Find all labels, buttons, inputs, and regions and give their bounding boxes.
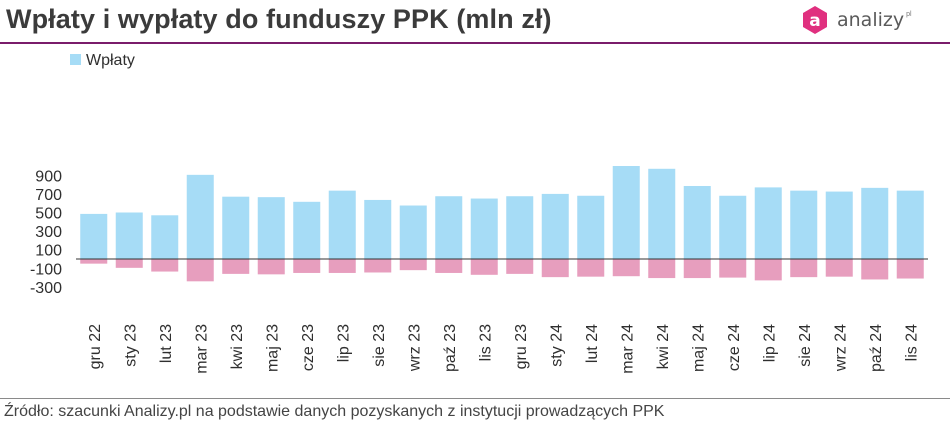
logo-text: analizy	[837, 9, 905, 31]
inflow-bar	[541, 193, 569, 259]
outflow-bar	[435, 259, 463, 273]
inflow-bar	[861, 187, 889, 259]
source-note: Źródło: szacunki Analizy.pl na podstawie…	[4, 403, 665, 420]
inflow-bar	[399, 205, 427, 259]
y-tick-label: -100	[30, 261, 62, 278]
x-tick-label: lip 23	[335, 324, 352, 362]
outflow-bar	[115, 259, 143, 268]
inflow-bar	[719, 195, 747, 259]
outflow-bar	[683, 259, 711, 279]
inflow-bar	[257, 197, 285, 259]
inflow-bar	[115, 212, 143, 259]
legend-swatch	[70, 54, 81, 65]
outflow-bar	[861, 259, 889, 280]
outflow-bar	[80, 259, 108, 264]
inflow-bar	[506, 196, 534, 259]
x-tick-label: sie 24	[797, 324, 814, 367]
x-tick-label: kwi 23	[229, 324, 246, 369]
x-tick-label: sty 23	[122, 324, 139, 367]
inflow-bar	[151, 215, 179, 259]
x-tick-label: cze 24	[726, 324, 743, 371]
inflow-bar	[754, 187, 782, 259]
legend-label: Wpłaty	[86, 52, 135, 69]
outflow-bar	[293, 259, 321, 273]
analizy-logo-icon: a	[803, 6, 827, 34]
x-tick-label: paź 24	[868, 324, 885, 372]
outflow-bar	[612, 259, 640, 277]
y-tick-label: -300	[30, 280, 62, 297]
x-tick-label: mar 24	[619, 324, 636, 374]
x-tick-label: mar 23	[193, 324, 210, 374]
y-tick-label: 100	[35, 243, 62, 260]
x-tick-label: lis 24	[903, 324, 920, 361]
inflow-bar	[222, 196, 250, 259]
title-divider	[0, 42, 950, 44]
chart-title: Wpłaty i wypłaty do funduszy PPK (mln zł…	[6, 4, 552, 34]
logo-sup: pl	[906, 10, 912, 18]
outflow-bar	[648, 259, 676, 279]
y-tick-label: 900	[35, 168, 62, 185]
source-divider	[0, 398, 950, 399]
inflow-bar	[293, 201, 321, 259]
inflow-bar	[435, 196, 463, 259]
y-tick-label: 500	[35, 206, 62, 223]
outflow-bar	[719, 259, 747, 278]
x-tick-label: maj 23	[264, 324, 281, 372]
x-tick-label: gru 22	[87, 324, 104, 369]
x-tick-label: wrz 24	[832, 324, 849, 372]
outflow-bar	[151, 259, 179, 272]
x-tick-label: paź 23	[442, 324, 459, 372]
x-tick-label: wrz 23	[406, 324, 423, 372]
logo-letter: a	[809, 11, 820, 31]
inflow-bar	[577, 195, 605, 259]
outflow-bar	[541, 259, 569, 278]
inflow-bar	[612, 166, 640, 259]
outflow-bar	[896, 259, 924, 279]
outflow-bar	[186, 259, 214, 282]
inflow-bar	[80, 213, 108, 259]
inflow-bar	[790, 190, 818, 259]
inflow-bar	[683, 185, 711, 259]
inflow-bar	[648, 168, 676, 259]
outflow-bar	[328, 259, 356, 273]
inflow-bar	[896, 190, 924, 259]
inflow-bar	[186, 174, 214, 259]
x-tick-label: lut 24	[584, 324, 601, 363]
outflow-bar	[222, 259, 250, 274]
outflow-bar	[364, 259, 392, 273]
x-tick-label: sie 23	[371, 324, 388, 367]
y-tick-label: 700	[35, 187, 62, 204]
inflow-bar	[328, 190, 356, 259]
x-tick-label: sty 24	[548, 324, 565, 367]
y-tick-label: 300	[35, 224, 62, 241]
x-tick-label: kwi 24	[655, 324, 672, 369]
inflow-bar	[825, 191, 853, 259]
x-tick-label: gru 23	[513, 324, 530, 369]
x-tick-label: lis 23	[477, 324, 494, 361]
x-tick-label: maj 24	[690, 324, 707, 372]
outflow-bar	[825, 259, 853, 277]
x-tick-label: lip 24	[761, 324, 778, 362]
outflow-bar	[790, 259, 818, 278]
outflow-bar	[257, 259, 285, 275]
analizy-logo: a analizy pl	[800, 3, 912, 37]
x-tick-label: lut 23	[158, 324, 175, 363]
inflow-bar	[364, 199, 392, 259]
outflow-bar	[754, 259, 782, 281]
inflow-bar	[470, 198, 498, 259]
outflow-bar	[470, 259, 498, 275]
outflow-bar	[577, 259, 605, 277]
outflow-bar	[506, 259, 534, 274]
x-tick-label: cze 23	[300, 324, 317, 371]
outflow-bar	[399, 259, 427, 271]
